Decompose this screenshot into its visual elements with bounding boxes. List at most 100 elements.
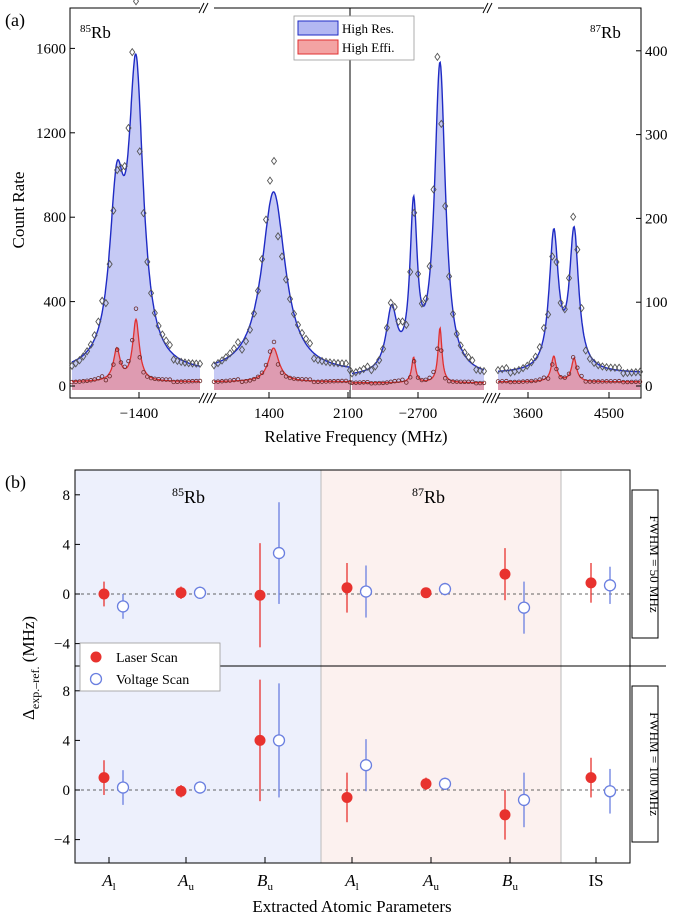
high-res-marker [407,267,414,277]
high-res-marker [422,294,429,304]
high-effi-marker [600,379,605,384]
high-res-marker [159,330,166,339]
high-effi-marker [423,377,428,383]
high-effi-marker [251,376,257,382]
high-effi-marker [133,306,139,311]
high-res-marker [254,286,262,295]
high-effi-marker [287,375,293,381]
high-effi-marker [427,375,432,381]
high-effi-marker [247,378,253,383]
high-res-marker [330,358,338,368]
high-res-marker [196,359,204,369]
high-effi-fill [72,319,200,390]
b-x-tick-label: Bu [502,871,518,893]
high-res-marker [391,302,398,312]
high-res-marker [91,330,98,340]
x-ticks: −1400 1400 2100 −2700 3600 4500 [120,392,624,422]
high-res-marker [477,366,484,375]
high-effi-marker [495,379,501,384]
high-effi-marker [629,379,634,385]
panel-b-xlabel: Extracted Atomic Parameters [252,897,451,916]
high-res-marker [342,359,350,368]
high-effi-marker [583,379,588,384]
high-res-marker [76,355,83,365]
high-res-marker [106,259,113,269]
high-res-marker [603,362,610,372]
voltage-scan-point [116,600,130,613]
isotope-87-mass: 87 [590,23,602,35]
b-y-tick-label: −4 [54,637,70,653]
high-effi-marker [508,379,513,385]
high-res-marker [174,356,181,366]
right-tick-label: 200 [645,211,668,227]
high-effi-marker [481,380,487,386]
high-effi-marker [633,379,639,385]
laser-scan-point [98,772,110,784]
voltage-scan-point [116,781,130,794]
ylabel-subscript: exp.–ref. [28,666,42,709]
laser-scan-point [420,778,432,790]
high-effi-marker [327,379,333,384]
high-res-marker [434,52,441,62]
high-res-marker [360,364,367,374]
left-tick-label: 800 [44,210,67,226]
high-res-marker [136,147,143,156]
high-effi-marker [612,378,618,384]
high-effi-marker [339,378,345,384]
b-x-tick-label: Al [344,871,358,893]
high-res-marker [302,334,310,344]
high-effi-marker [215,379,221,384]
b-x-tick-label: IS [588,871,603,890]
high-effi-marker [223,378,229,384]
high-res-marker [163,336,170,345]
high-effi-marker [499,379,505,384]
region-87rb-element: Rb [424,487,445,507]
high-res-marker [532,352,539,362]
high-effi-marker [167,377,173,382]
panel-a-xlabel: Relative Frequency (MHz) [264,427,447,446]
legend-label-voltage-scan: Voltage Scan [116,673,189,688]
high-res-marker [314,355,322,365]
high-effi-marker [235,377,241,382]
high-effi-marker [239,379,245,385]
right-y-ticks: 0 100 200 300 400 [636,44,668,395]
high-res-marker [214,358,222,368]
high-res-marker [611,363,618,373]
voltage-scan-point [438,777,452,790]
high-effi-marker [227,378,233,383]
high-effi-marker [137,355,142,360]
high-effi-marker [311,379,317,385]
legend-marker-voltage-scan [89,672,103,686]
laser-scan-point [585,577,597,589]
high-res-marker [310,354,318,363]
high-res-marker [545,310,552,319]
high-effi-marker [145,374,150,379]
high-res-marker [181,358,188,367]
high-effi-marker [255,374,261,380]
b-y-tick-label: 8 [63,684,71,700]
voltage-scan-point [359,585,373,598]
strip-top-box [631,489,659,639]
region-87rb-mass: 87 [412,485,424,499]
panel-a-ylabel: Count Rate [9,172,28,249]
high-effi-marker [550,362,555,367]
high-res-marker [68,361,76,371]
high-res-marker [238,345,246,354]
high-effi-marker [307,377,313,382]
right-tick-label: 0 [645,379,653,395]
high-effi-marker [504,378,509,384]
high-res-curve [213,191,351,368]
strip-bottom-label: FWHM = 100 MHz [647,712,662,816]
high-res-marker [246,325,254,334]
high-effi-marker [396,378,401,383]
panel-b: (b) 85Rb 87Rb FWHM = 50 MHz FWHM = 100 M… [5,469,666,916]
laser-scan-point [499,568,511,580]
high-res-marker [270,156,278,166]
left-tick-label: 0 [59,379,67,395]
high-res-marker [528,357,535,367]
high-effi-marker [411,359,417,364]
high-res-marker [322,357,330,367]
laser-scan-point [98,588,110,600]
high-res-marker [334,358,342,368]
high-res-marker [578,303,585,313]
